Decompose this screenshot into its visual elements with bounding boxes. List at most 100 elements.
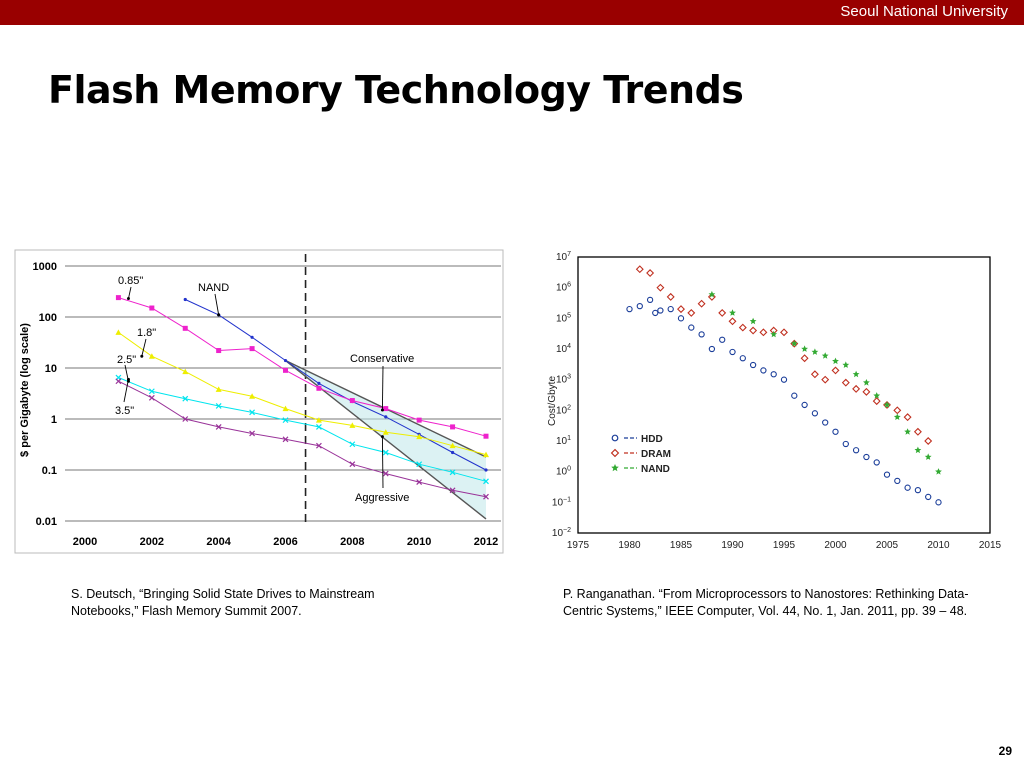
data-point-nand	[842, 361, 850, 368]
x-tick-label: 1980	[618, 540, 641, 551]
x-tick-label: 2000	[824, 540, 847, 551]
x-tick-label: 1975	[567, 540, 590, 551]
data-point-hdd	[811, 410, 819, 417]
data-point-hdd	[688, 324, 695, 331]
data-point-dram	[749, 326, 758, 335]
data-point-nand	[914, 446, 922, 454]
data-point-hdd	[760, 367, 767, 374]
y-tick-base: 10	[552, 497, 564, 508]
data-point-dram	[759, 328, 768, 337]
data-point-3.5in	[148, 394, 155, 401]
data-point-2.5in	[215, 403, 222, 409]
data-point-nand	[801, 345, 808, 352]
series-line-2.5in	[118, 377, 487, 482]
data-point-0.85in	[383, 406, 389, 412]
y-tick-base: 10	[556, 436, 568, 447]
y-axis-label: Cost/Gbyte	[547, 376, 558, 426]
y-tick-label: 10−1	[552, 496, 571, 508]
legend-marker-dram	[610, 448, 620, 458]
y-tick-label: 105	[556, 312, 571, 324]
data-point-dram	[903, 413, 912, 422]
y-tick-exponent: 4	[567, 343, 571, 350]
data-point-nand	[924, 453, 932, 460]
y-tick-exponent: 3	[567, 374, 571, 381]
data-point-nand	[790, 340, 798, 347]
data-point-hdd	[677, 315, 685, 322]
data-point-dram	[656, 283, 665, 292]
data-point-nand	[832, 357, 839, 365]
data-point-hdd	[626, 305, 633, 313]
data-point-hdd	[894, 477, 901, 485]
data-point-2.5in	[449, 469, 456, 476]
annotation-label: Conservative	[350, 353, 414, 365]
y-tick-label: 104	[556, 343, 571, 355]
data-point-3.5in	[416, 479, 423, 485]
data-point-1.8in	[483, 451, 489, 458]
y-tick-base: 10	[556, 344, 568, 355]
page-number: 29	[998, 744, 1012, 758]
x-tick-label: 2005	[876, 540, 899, 551]
flash-cost-chart: 0.01 0.1 1 10 100 1000 2000 2002 2004 2006 2008 201…	[14, 249, 504, 554]
data-point-hdd	[801, 401, 808, 409]
data-point-hdd	[935, 499, 942, 506]
data-point-hdd	[842, 440, 849, 448]
data-point-hdd	[657, 307, 664, 314]
data-point-0.85in	[450, 424, 456, 430]
data-point-2.5in	[315, 423, 322, 430]
data-point-hdd	[832, 428, 839, 435]
y-tick-exponent: −2	[563, 527, 571, 534]
data-point-nand	[729, 309, 736, 316]
data-point-dram	[862, 387, 871, 396]
annotation-arrow	[128, 286, 132, 299]
data-point-hdd	[719, 336, 726, 343]
data-point-3.5in	[382, 470, 389, 477]
data-point-0.85in	[249, 346, 255, 352]
header-bar: Seoul National University	[0, 0, 1024, 25]
data-point-dram	[697, 299, 706, 308]
data-point-hdd	[739, 355, 746, 362]
data-point-nand	[883, 401, 891, 408]
legend-marker-hdd	[611, 434, 619, 442]
data-point-dram	[831, 366, 840, 375]
data-point-hdd	[904, 484, 911, 491]
data-point-0.85in	[182, 325, 188, 331]
y-tick-label: 102	[556, 404, 571, 416]
data-point-hdd	[652, 309, 659, 317]
data-point-nand	[893, 413, 901, 420]
data-point-hdd	[883, 471, 891, 478]
data-point-0.85in	[483, 433, 489, 439]
data-point-nand	[317, 381, 321, 385]
data-point-hdd	[873, 459, 880, 466]
annotation-arrow	[381, 365, 384, 411]
data-point-nand	[935, 468, 942, 475]
series-line-3.5in	[118, 380, 487, 498]
y-tick-label: 107	[556, 251, 571, 263]
y-tick-exponent: 1	[567, 435, 571, 442]
data-point-hdd	[667, 305, 674, 313]
data-point-dram	[924, 437, 933, 445]
data-point-hdd	[749, 361, 757, 369]
data-point-nand	[863, 379, 870, 386]
data-point-2.5in	[349, 441, 356, 448]
data-point-2.5in	[382, 449, 389, 456]
data-point-nand	[770, 330, 778, 338]
data-point-nand	[450, 450, 455, 455]
y-tick-label: 0.01	[36, 516, 57, 528]
series-line-nand	[185, 299, 487, 471]
data-point-nand	[484, 468, 488, 472]
data-point-2.5in	[483, 478, 489, 485]
annotation-arrow	[214, 293, 220, 315]
university-name: Seoul National University	[840, 3, 1008, 20]
y-tick-label: 1000	[33, 261, 57, 273]
data-point-dram	[872, 397, 881, 406]
data-point-2.5in	[249, 409, 256, 416]
citation-right: P. Ranganathan. “From Microprocessors to…	[563, 587, 969, 618]
data-point-hdd	[729, 348, 736, 356]
annotation-label: 3.5"	[115, 405, 134, 417]
data-point-1.8in	[115, 329, 122, 335]
x-tick-label: 2002	[140, 536, 164, 548]
y-tick-label: 106	[556, 282, 571, 294]
data-point-hdd	[791, 392, 798, 399]
x-tick-label: 2010	[927, 540, 950, 551]
data-point-3.5in	[483, 493, 489, 500]
